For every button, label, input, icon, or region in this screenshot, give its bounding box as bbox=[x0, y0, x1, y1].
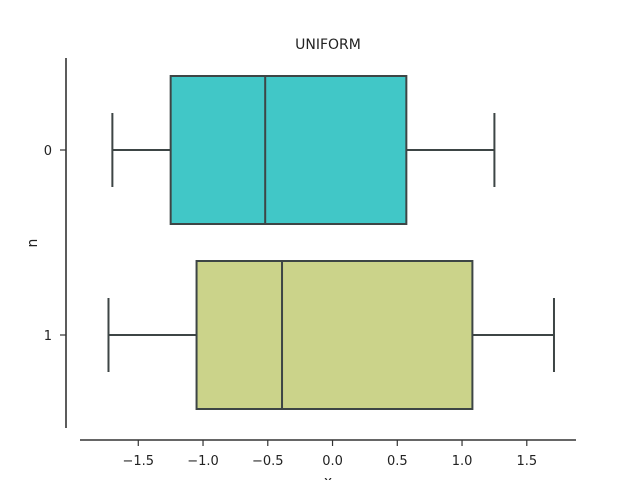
x-tick-label: −1.5 bbox=[122, 454, 154, 469]
box-layer bbox=[107, 75, 555, 410]
box-1 bbox=[195, 260, 474, 410]
x-tick-label: 1.5 bbox=[516, 454, 537, 469]
y-axis-label: n bbox=[25, 239, 41, 248]
x-tick-label: −1.0 bbox=[187, 454, 219, 469]
tick-layer: −1.5 −1.0 −0.5 0.0 0.5 1.0 1.5 0 1 bbox=[44, 144, 537, 469]
box-0 bbox=[169, 75, 408, 225]
y-tick-label: 1 bbox=[44, 329, 52, 344]
y-tick-label: 0 bbox=[44, 144, 52, 159]
x-tick-label: −0.5 bbox=[252, 454, 284, 469]
x-tick-label: 0.0 bbox=[322, 454, 343, 469]
x-tick-label: 1.0 bbox=[452, 454, 473, 469]
x-tick-label: 0.5 bbox=[387, 454, 408, 469]
x-axis-label: x bbox=[324, 474, 332, 480]
chart-title: UNIFORM bbox=[295, 37, 361, 53]
